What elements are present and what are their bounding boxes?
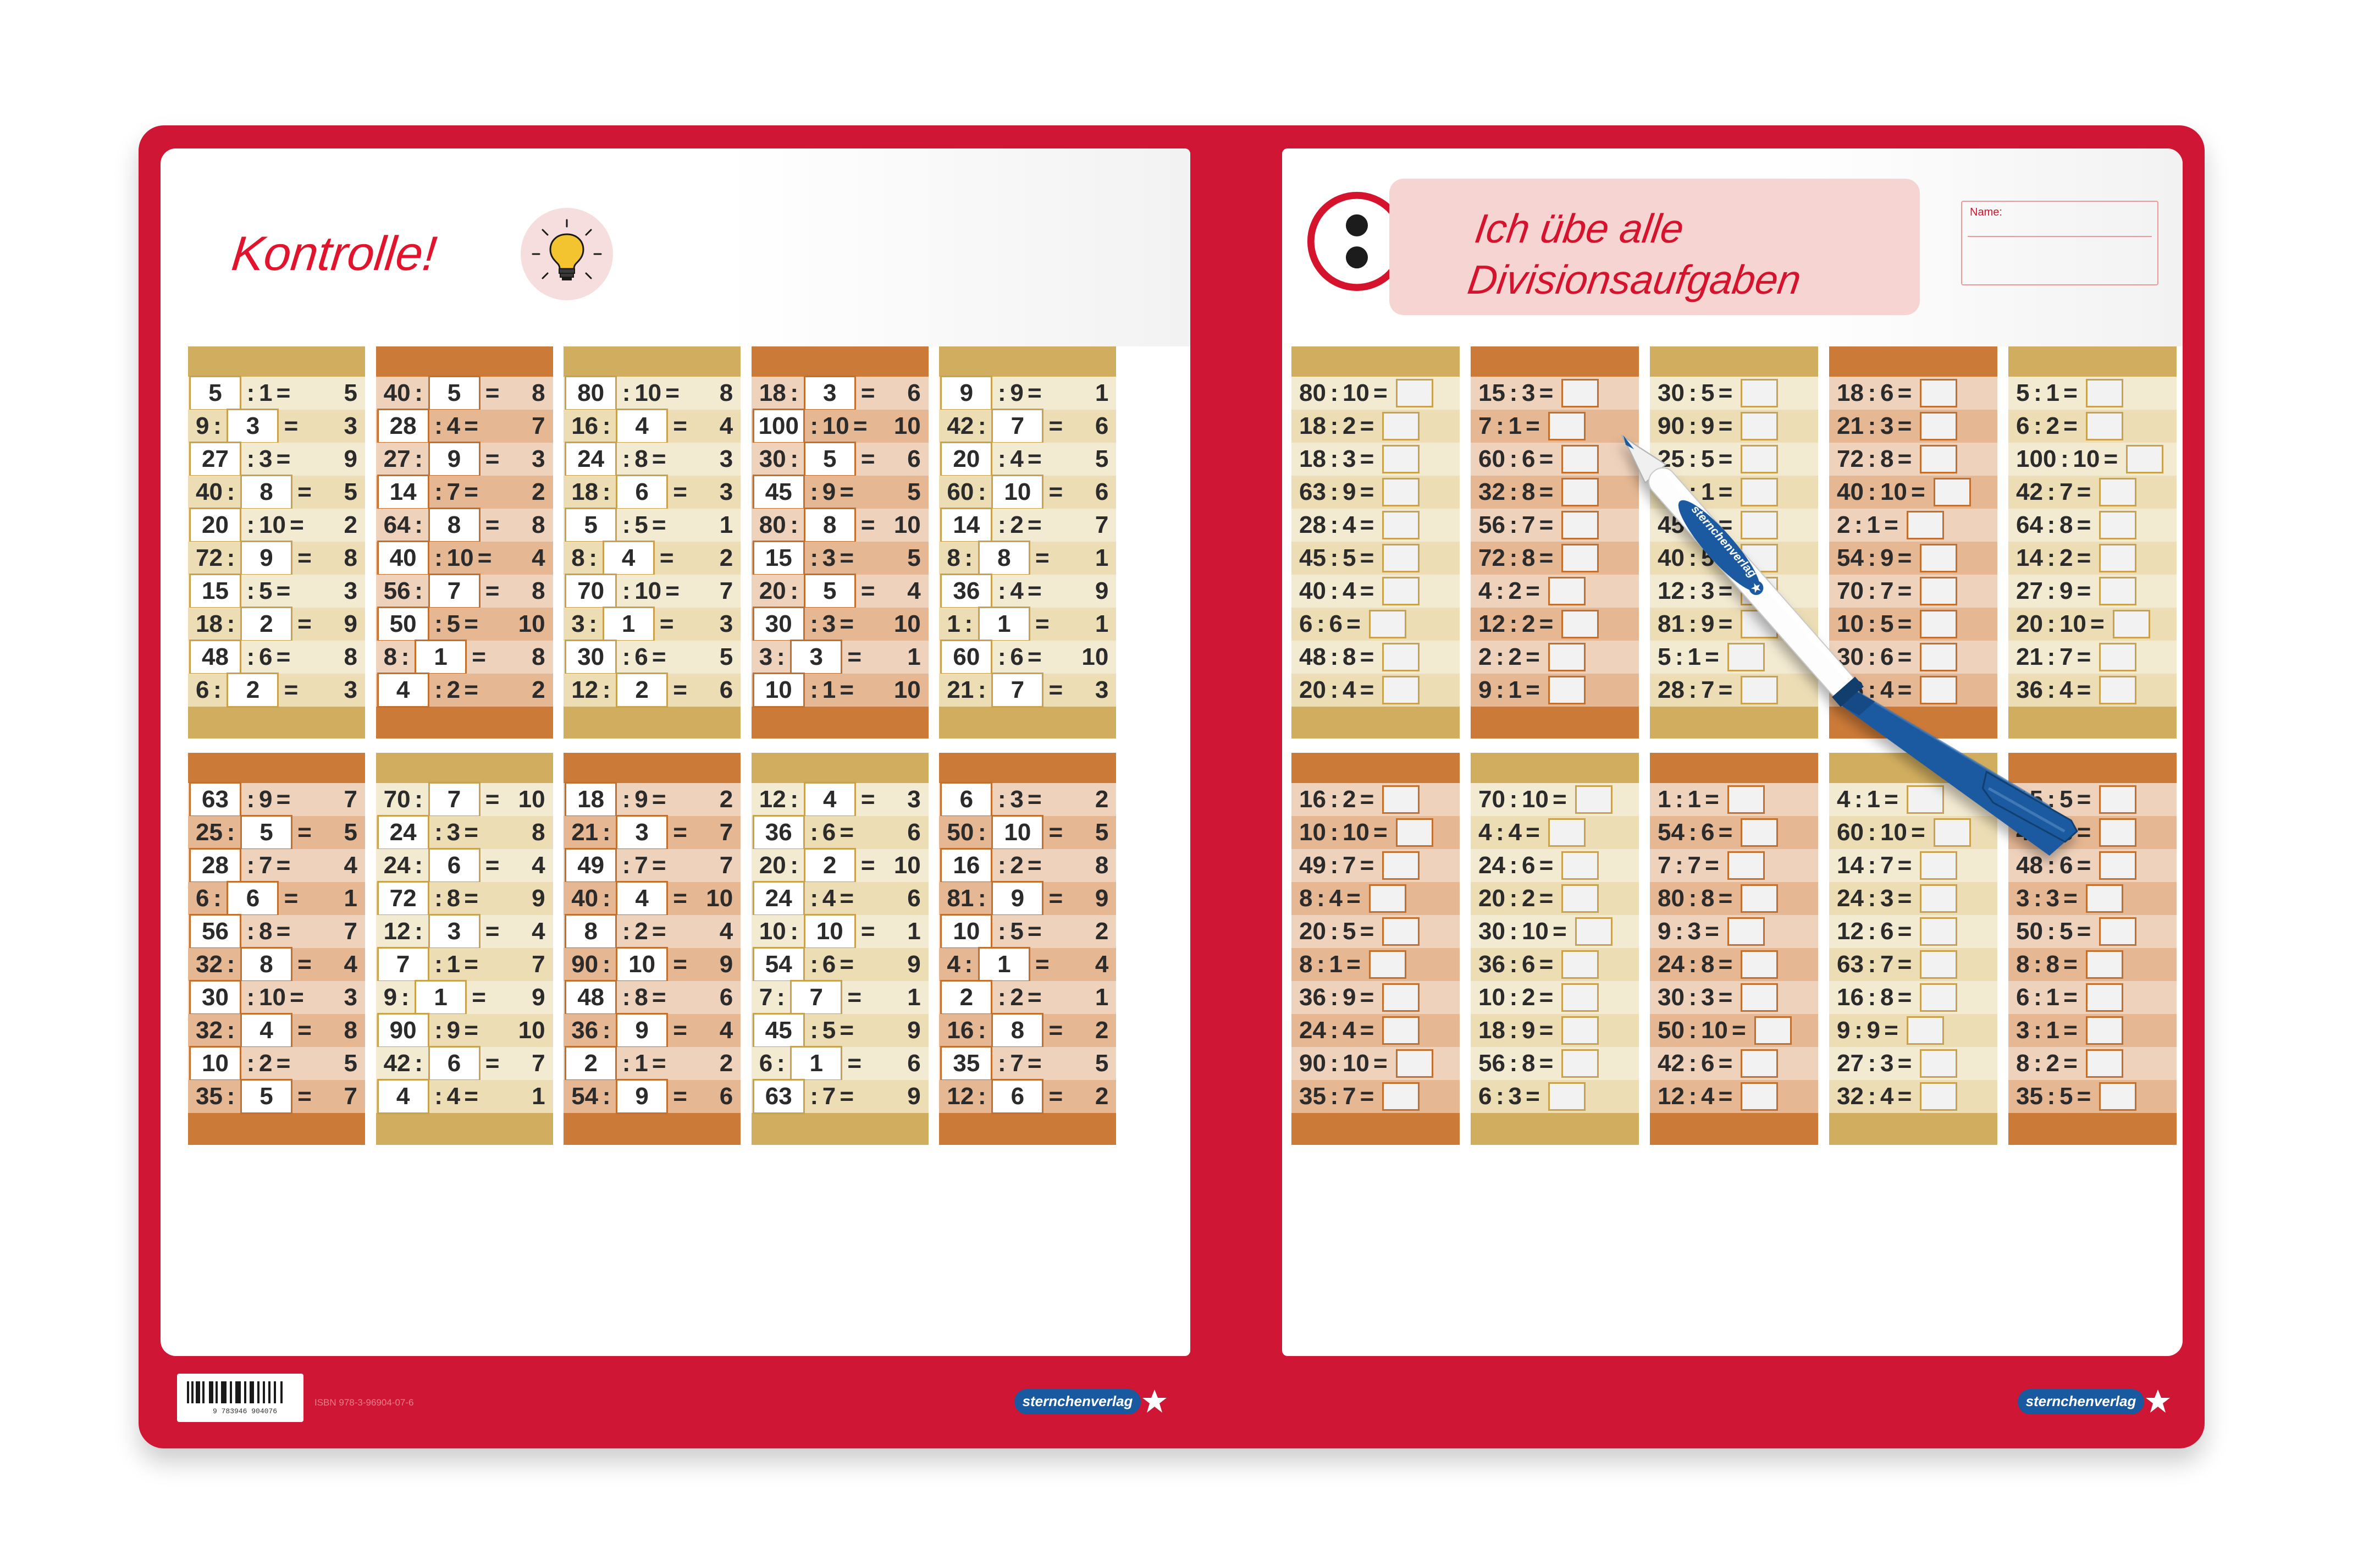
svg-text:sternchenverlag: sternchenverlag (2026, 1393, 2136, 1409)
svg-text:9 783946 904076: 9 783946 904076 (213, 1407, 277, 1415)
svg-text:sternchenverlag: sternchenverlag (1023, 1393, 1133, 1409)
